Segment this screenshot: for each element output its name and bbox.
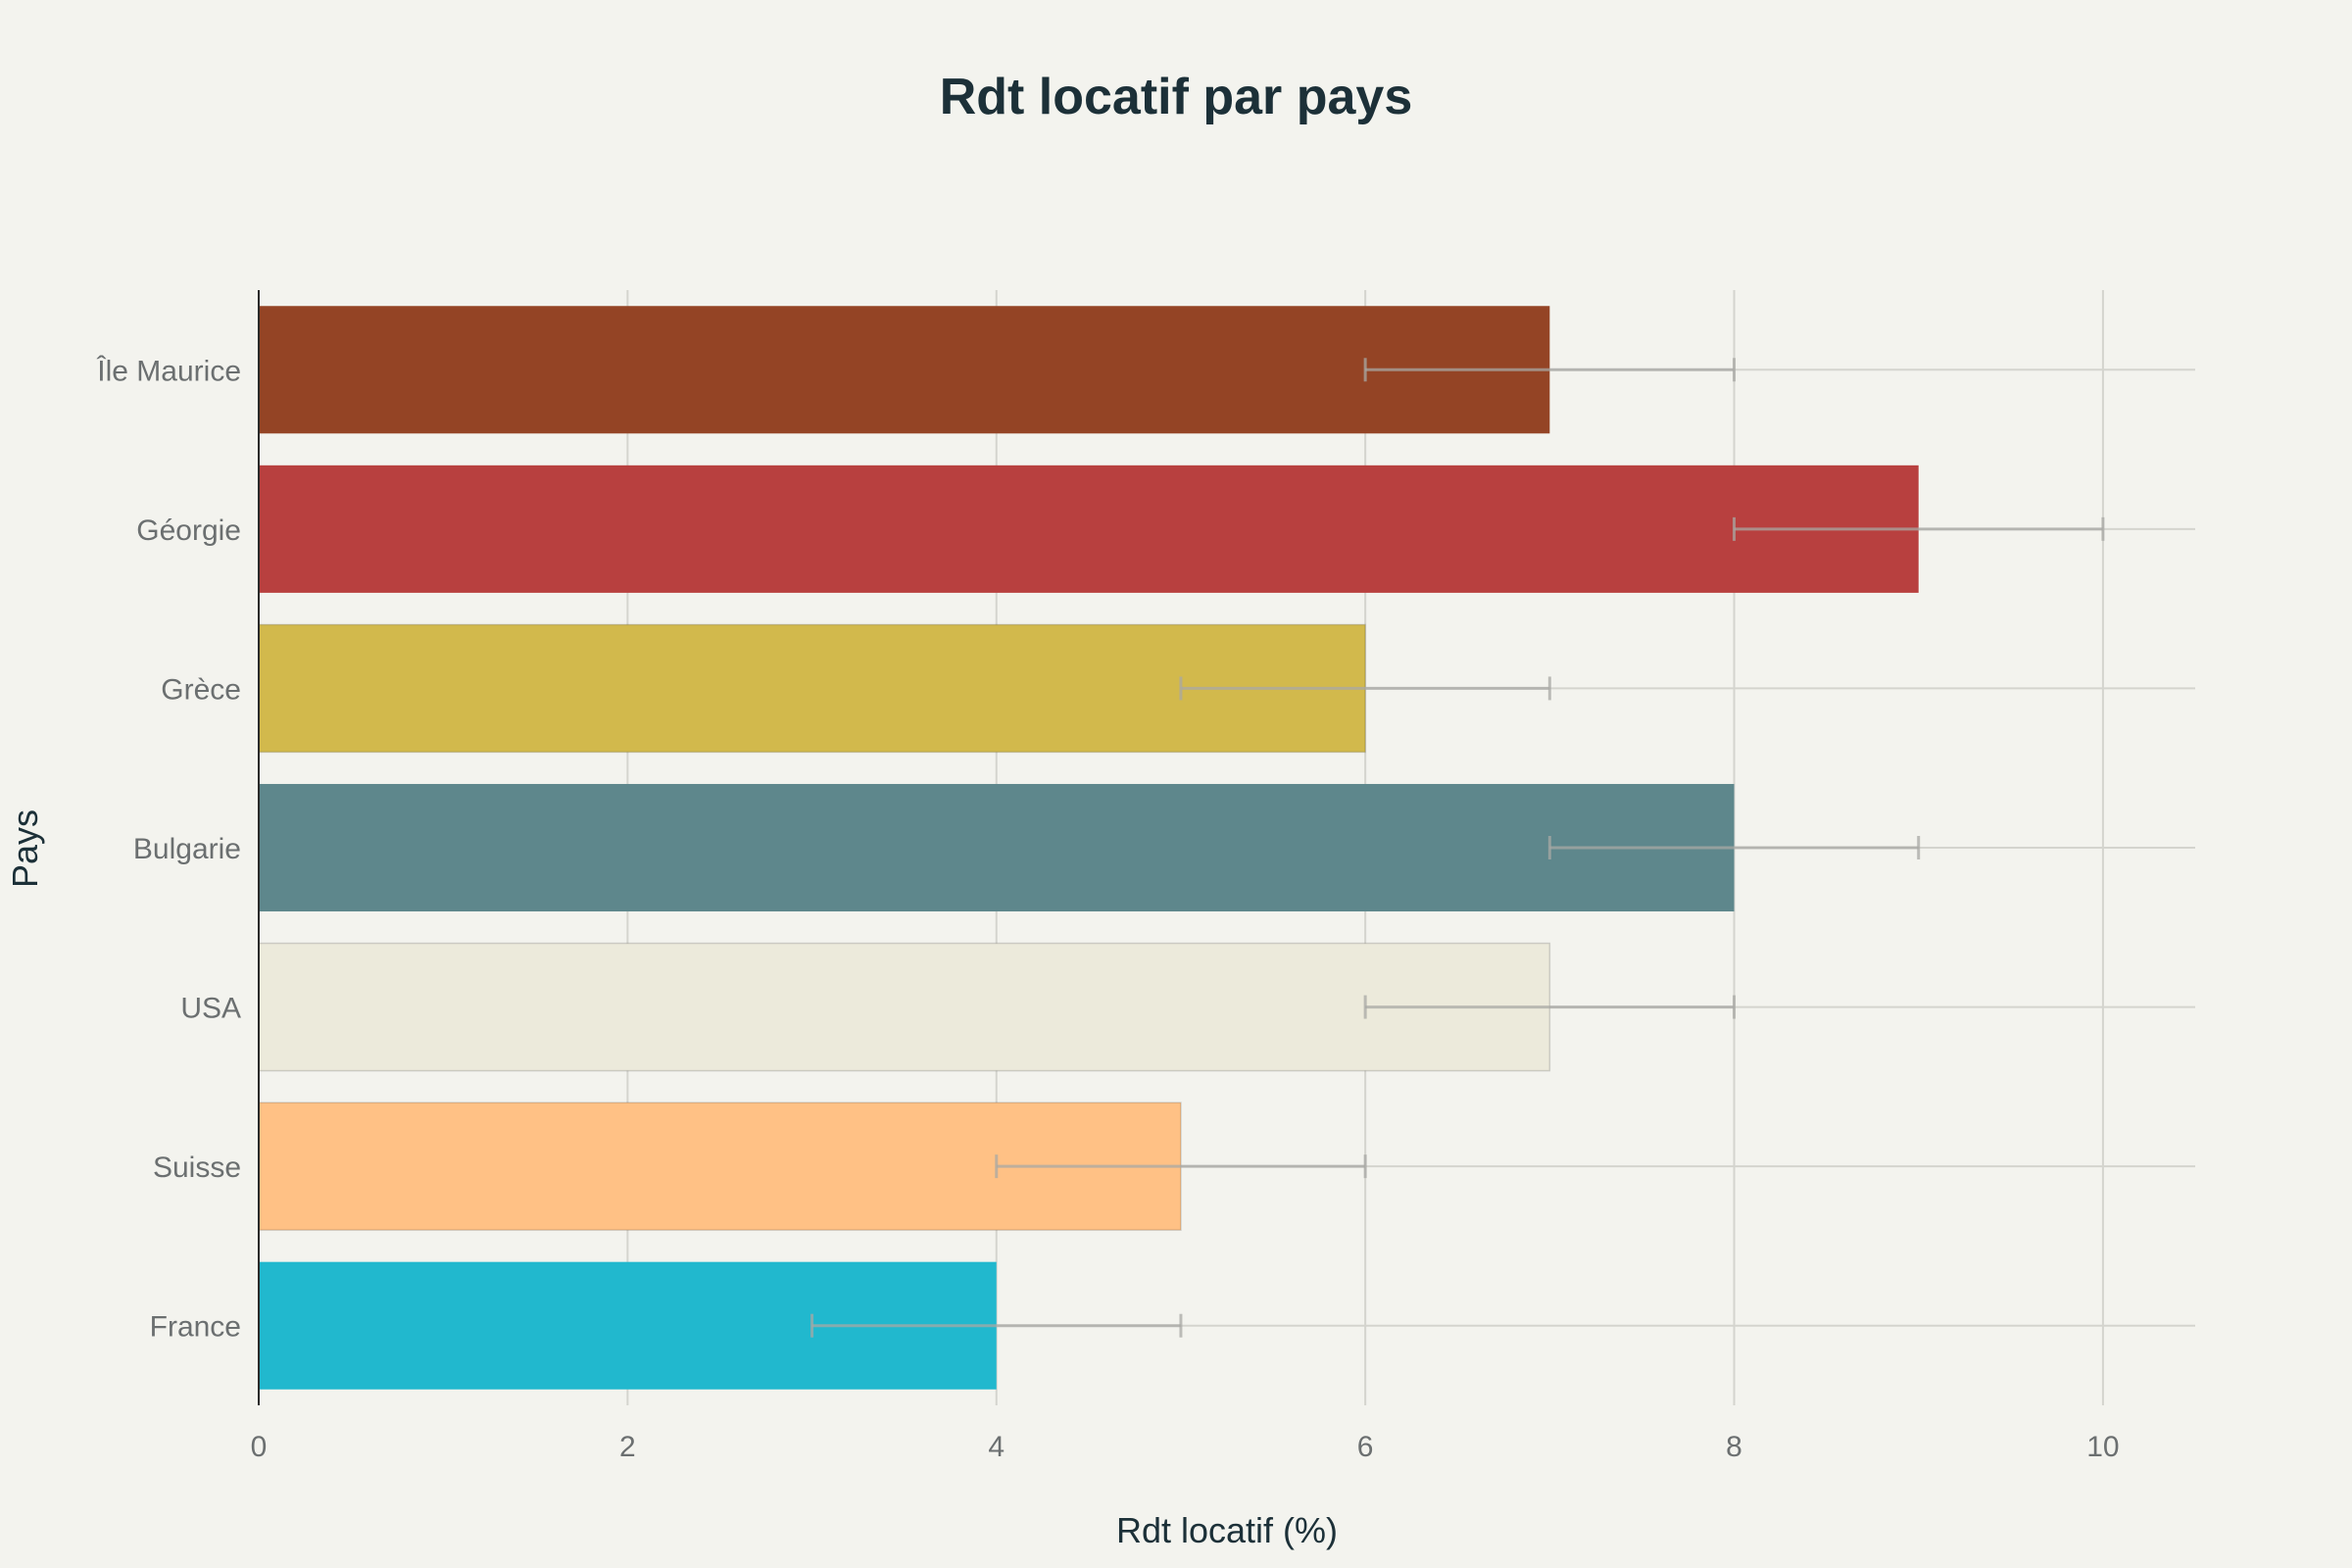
y-tick-label: Suisse xyxy=(153,1152,241,1184)
x-axis-title: Rdt locatif (%) xyxy=(1116,1510,1338,1550)
error-bar xyxy=(810,1313,1183,1338)
y-tick-labels: France Suisse USA Bulgarie Grèce Géorgie Île M… xyxy=(96,355,241,1343)
x-tick-label: 10 xyxy=(2086,1431,2119,1463)
bar xyxy=(259,306,1550,434)
y-tick-label: Géorgie xyxy=(136,514,241,547)
x-tick-label: 6 xyxy=(1357,1431,1374,1463)
y-axis-title: Pays xyxy=(5,809,45,888)
error-bar xyxy=(1547,836,1921,859)
error-bars xyxy=(810,358,2105,1338)
x-tick-label: 0 xyxy=(251,1431,268,1463)
error-bar xyxy=(1179,676,1551,701)
y-tick-label: USA xyxy=(180,993,241,1025)
error-bar xyxy=(1363,358,1737,382)
x-tick-labels: 0 2 4 6 8 10 xyxy=(251,1431,2120,1463)
y-tick-label: Grèce xyxy=(161,673,241,706)
bar xyxy=(259,465,1919,593)
y-tick-label: Île Maurice xyxy=(96,355,241,387)
x-tick-label: 8 xyxy=(1726,1431,1742,1463)
error-bar xyxy=(995,1154,1367,1179)
bar xyxy=(259,783,1735,912)
chart-title: Rdt locatif par pays xyxy=(940,69,1413,125)
x-tick-label: 4 xyxy=(988,1431,1004,1463)
error-bar xyxy=(1733,516,2105,541)
x-tick-label: 2 xyxy=(619,1431,636,1463)
y-tick-label: France xyxy=(150,1311,241,1344)
y-tick-label: Bulgarie xyxy=(133,833,241,865)
bar xyxy=(258,942,1551,1072)
error-bar xyxy=(1363,995,1737,1019)
